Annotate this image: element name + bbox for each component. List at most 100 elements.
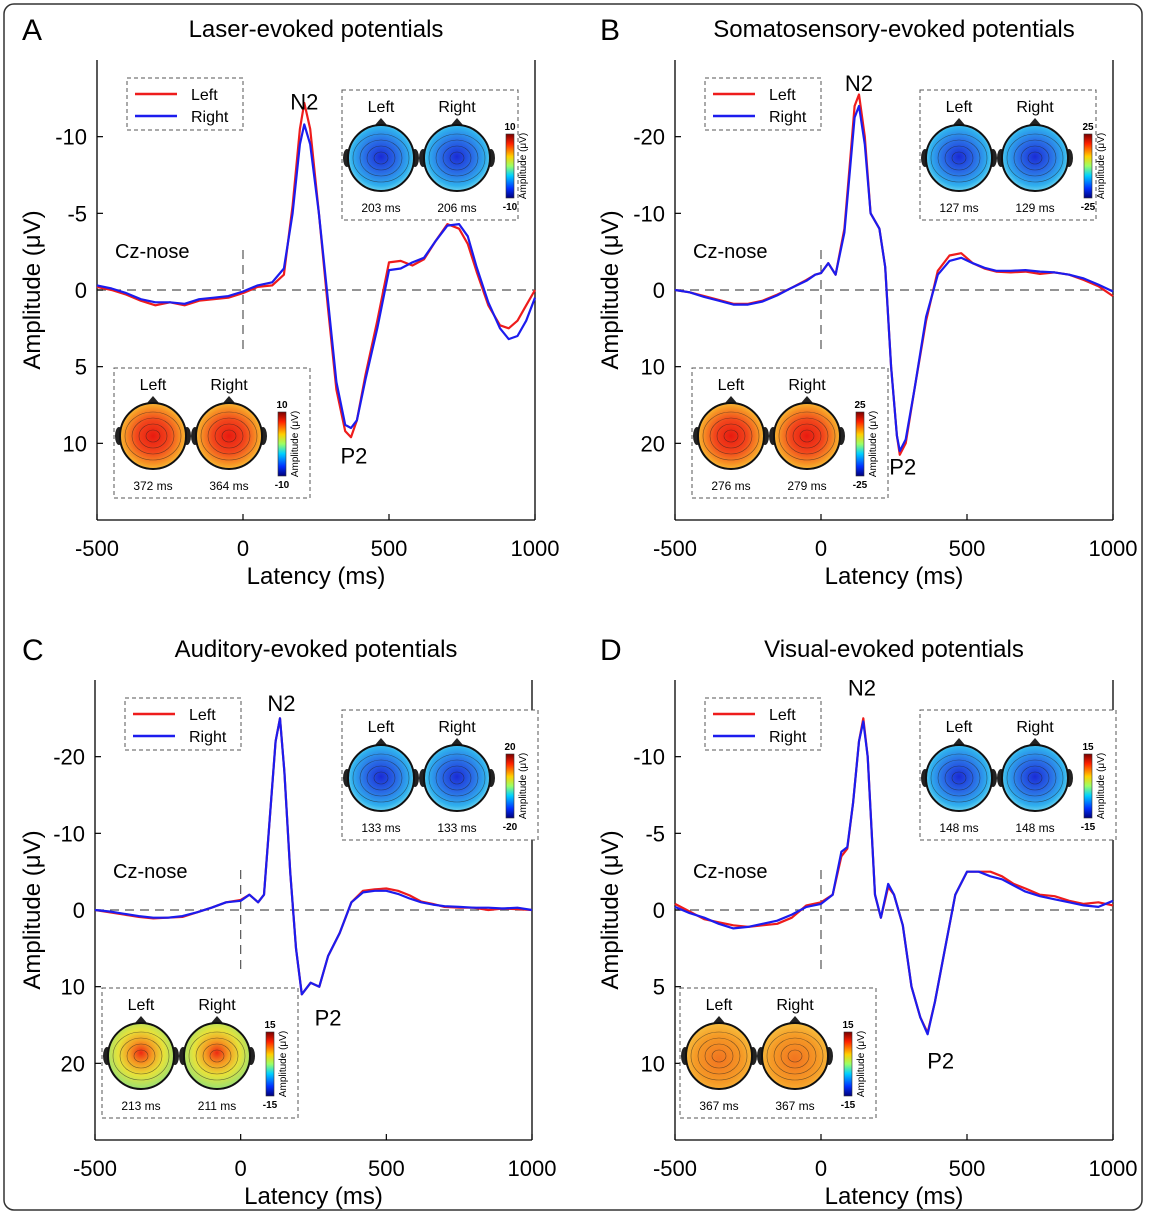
contour-line xyxy=(435,759,479,797)
contour-line xyxy=(792,423,822,449)
x-tick-label: 500 xyxy=(949,1156,986,1181)
peak-label-p2: P2 xyxy=(340,444,367,469)
scalp-map xyxy=(119,402,187,470)
y-axis-label: Amplitude (μV) xyxy=(19,210,46,369)
nose xyxy=(713,1016,725,1023)
y-tick-label: -20 xyxy=(633,125,665,150)
x-tick-label: 0 xyxy=(237,536,249,561)
colorbar-label: Amplitude (μV) xyxy=(1096,133,1107,199)
topomap-time: 127 ms xyxy=(939,201,978,215)
panel-title: Visual-evoked potentials xyxy=(764,636,1024,663)
contour-line xyxy=(435,139,479,177)
colorbar-max: 15 xyxy=(264,1020,276,1031)
colorbar xyxy=(277,411,287,477)
y-tick-label: 0 xyxy=(653,898,665,923)
reference-label: Cz-nose xyxy=(115,241,189,263)
panel-c: C Auditory-evoked potentials -500 0 500 1000 -… xyxy=(19,634,556,1210)
scalp-map xyxy=(1001,124,1069,192)
head-left xyxy=(343,738,419,812)
legend: Left Right xyxy=(124,697,242,751)
legend-label-left: Left xyxy=(191,87,218,104)
y-axis-label: Amplitude (μV) xyxy=(19,830,46,989)
colorbar-min: -15 xyxy=(1081,822,1096,833)
panel-title: Somatosensory-evoked potentials xyxy=(713,16,1075,43)
y-tick-label: -10 xyxy=(53,821,85,846)
y-tick-label: 0 xyxy=(653,278,665,303)
contour-line xyxy=(937,759,981,797)
topomap-time: 133 ms xyxy=(437,821,476,835)
y-tick-label: 10 xyxy=(63,431,87,456)
contour-line xyxy=(195,1037,239,1075)
contour-line xyxy=(133,1049,149,1063)
series-line-right xyxy=(674,104,1114,453)
contour-line xyxy=(428,133,486,183)
contour-line xyxy=(723,429,739,443)
topomap-time: 206 ms xyxy=(437,201,476,215)
topomap-label-left: Left xyxy=(128,997,155,1014)
scalp-map xyxy=(697,402,765,470)
topomap-label-right: Right xyxy=(1016,99,1054,116)
topomap-label-right: Right xyxy=(788,377,826,394)
y-tick-label: 5 xyxy=(653,975,665,1000)
contour-line xyxy=(787,1049,803,1063)
y-tick-label: 10 xyxy=(641,355,665,380)
x-tick-label: -500 xyxy=(653,536,697,561)
contour-line xyxy=(780,1043,810,1069)
y-axis-label: Amplitude (μV) xyxy=(597,210,624,369)
contour-line xyxy=(766,1031,824,1081)
head-left xyxy=(921,118,997,192)
contour-line xyxy=(690,1031,748,1081)
panel-title: Auditory-evoked potentials xyxy=(175,636,458,663)
legend-label-right: Right xyxy=(191,109,229,126)
colorbar-label: Amplitude (μV) xyxy=(278,1031,289,1097)
topomap-time: 367 ms xyxy=(775,1099,814,1113)
colorbar-min: -10 xyxy=(503,202,518,213)
topomap-time: 148 ms xyxy=(939,821,978,835)
colorbar-min: -15 xyxy=(263,1100,278,1111)
contour-line xyxy=(124,411,182,461)
scalp-map xyxy=(107,1022,175,1090)
contour-line xyxy=(428,753,486,803)
x-axis-label: Latency (ms) xyxy=(244,1183,383,1210)
head-right xyxy=(179,1016,255,1090)
colorbar-max: 25 xyxy=(854,400,866,411)
scalp-map xyxy=(347,744,415,812)
contour-line xyxy=(944,765,974,791)
contour-line xyxy=(366,145,396,171)
contour-line xyxy=(359,139,403,177)
contour-line xyxy=(131,417,175,455)
contour-line xyxy=(209,1049,225,1063)
colorbar xyxy=(265,1031,275,1097)
topomap-time: 367 ms xyxy=(699,1099,738,1113)
contour-line xyxy=(352,133,410,183)
scalp-map xyxy=(195,402,263,470)
topomap-label-right: Right xyxy=(438,99,476,116)
legend: Left Right xyxy=(704,697,822,751)
legend: Left Right xyxy=(126,77,244,131)
contour-line xyxy=(449,771,465,785)
x-tick-label: 1000 xyxy=(1089,1156,1138,1181)
nose xyxy=(147,396,159,403)
scalp-map xyxy=(925,744,993,812)
nose xyxy=(1029,118,1041,125)
contour-line xyxy=(951,151,967,165)
head-left xyxy=(103,1016,179,1090)
head-right xyxy=(419,738,495,812)
series-line-right xyxy=(674,720,1114,1036)
series-line-right xyxy=(96,123,537,430)
colorbar-max: 15 xyxy=(842,1020,854,1031)
topomap-label-left: Left xyxy=(368,99,395,116)
topomap-time: 372 ms xyxy=(133,479,172,493)
contour-line xyxy=(937,139,981,177)
y-tick-label: 10 xyxy=(641,1051,665,1076)
contour-line xyxy=(442,145,472,171)
peak-label-p2: P2 xyxy=(315,1005,342,1030)
contour-line xyxy=(1006,133,1064,183)
y-tick-label: 5 xyxy=(75,355,87,380)
series-line-right xyxy=(94,717,533,996)
